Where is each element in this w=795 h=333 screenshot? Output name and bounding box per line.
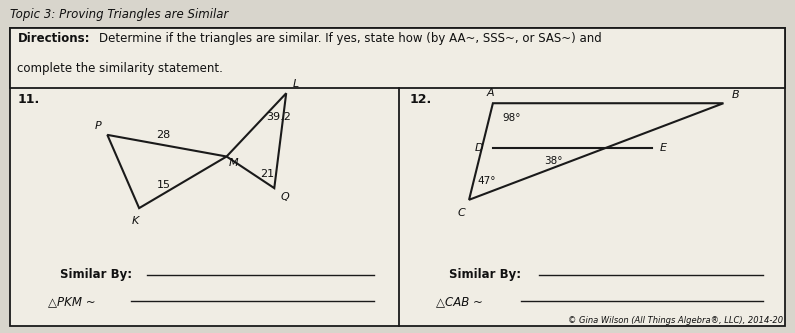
Text: 12.: 12. [409,93,432,106]
Text: Directions:: Directions: [17,32,90,45]
Text: D: D [475,143,483,153]
Text: Q: Q [281,192,289,202]
Text: Similar By:: Similar By: [449,268,522,281]
Text: 47°: 47° [477,176,495,186]
Text: B: B [731,90,739,100]
Text: 15: 15 [157,180,171,190]
Text: complete the similarity statement.: complete the similarity statement. [17,62,223,75]
FancyBboxPatch shape [10,28,785,326]
Text: 38°: 38° [545,156,563,166]
Text: L: L [293,79,299,89]
Text: Determine if the triangles are similar. If yes, state how (by AA~, SSS~, or SAS~: Determine if the triangles are similar. … [99,32,602,45]
Text: △PKM ~: △PKM ~ [48,295,95,308]
Text: E: E [660,143,667,153]
Text: 21: 21 [260,169,274,179]
Text: 39.2: 39.2 [266,112,291,122]
Text: M: M [229,158,238,168]
Text: △CAB ~: △CAB ~ [436,295,483,308]
FancyBboxPatch shape [10,28,785,88]
Text: Topic 3: Proving Triangles are Similar: Topic 3: Proving Triangles are Similar [10,8,228,21]
Text: 98°: 98° [502,113,521,123]
Text: © Gina Wilson (All Things Algebra®, LLC), 2014-20: © Gina Wilson (All Things Algebra®, LLC)… [568,316,783,325]
Text: K: K [131,216,139,226]
Text: 28: 28 [156,130,170,140]
Text: P: P [95,121,101,131]
Text: C: C [457,208,465,218]
Text: 11.: 11. [17,93,40,106]
Text: A: A [487,88,494,98]
Text: Similar By:: Similar By: [60,268,132,281]
